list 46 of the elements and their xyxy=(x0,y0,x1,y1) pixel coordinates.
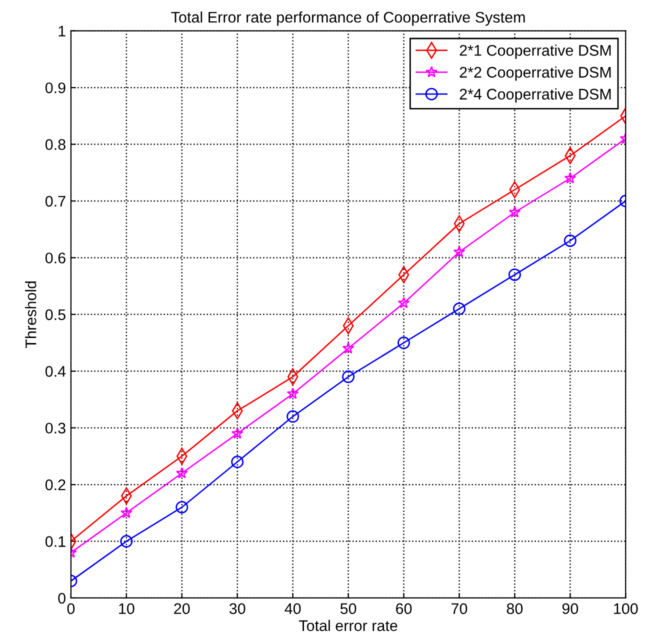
y-tick-label: 0.9 xyxy=(45,82,66,94)
y-tick-label: 0.2 xyxy=(45,479,66,490)
y-axis-title: Threshold xyxy=(25,281,36,348)
point xyxy=(452,302,466,316)
y-tick-label: 0.5 xyxy=(45,309,66,320)
y-tick-label: 0.1 xyxy=(45,536,66,547)
point xyxy=(453,246,466,258)
legend-label: 2*1 Cooperrative DSM xyxy=(460,44,611,59)
point xyxy=(231,427,244,439)
point xyxy=(398,296,410,308)
y-tick-label: 0.7 xyxy=(45,196,66,207)
x-tick-label: 0 xyxy=(67,603,75,614)
x-tick-label: 30 xyxy=(229,603,246,614)
y-tick-label: 0.8 xyxy=(45,139,66,150)
x-tick-label: 60 xyxy=(396,603,412,614)
legend-label: 2*2 Cooperrative DSM xyxy=(460,66,611,81)
point xyxy=(286,388,299,400)
y-tick-label: 1 xyxy=(58,26,66,36)
x-tick-label: 10 xyxy=(119,603,134,614)
x-tick-label: 90 xyxy=(562,603,578,614)
legend-label: 2*4 Cooperrative DSM xyxy=(460,88,611,103)
x-tick-label: 70 xyxy=(452,603,468,614)
x-axis-title: Total error rate xyxy=(298,620,398,632)
point xyxy=(398,336,410,350)
x-tick-label: 50 xyxy=(340,603,356,614)
y-tick-label: 0.6 xyxy=(45,252,66,264)
point xyxy=(286,410,300,423)
point xyxy=(508,268,521,281)
point xyxy=(176,501,188,514)
y-tick-label: 0.3 xyxy=(45,422,66,434)
point xyxy=(231,456,244,468)
point xyxy=(120,506,132,518)
x-tick-label: 80 xyxy=(506,603,523,614)
point xyxy=(342,342,354,354)
chart-title: Total Error rate performance of Cooperrative System xyxy=(171,11,525,26)
x-tick-label: 40 xyxy=(284,603,301,614)
point xyxy=(508,206,521,218)
x-tick-label: 20 xyxy=(174,603,190,614)
point xyxy=(564,234,576,247)
x-tick-label: 100 xyxy=(614,603,638,614)
point xyxy=(120,535,133,548)
point xyxy=(564,172,576,184)
y-tick-label: 0.4 xyxy=(45,366,66,377)
y-tick-label: 0 xyxy=(58,592,66,604)
point xyxy=(176,466,188,478)
point xyxy=(342,370,355,384)
